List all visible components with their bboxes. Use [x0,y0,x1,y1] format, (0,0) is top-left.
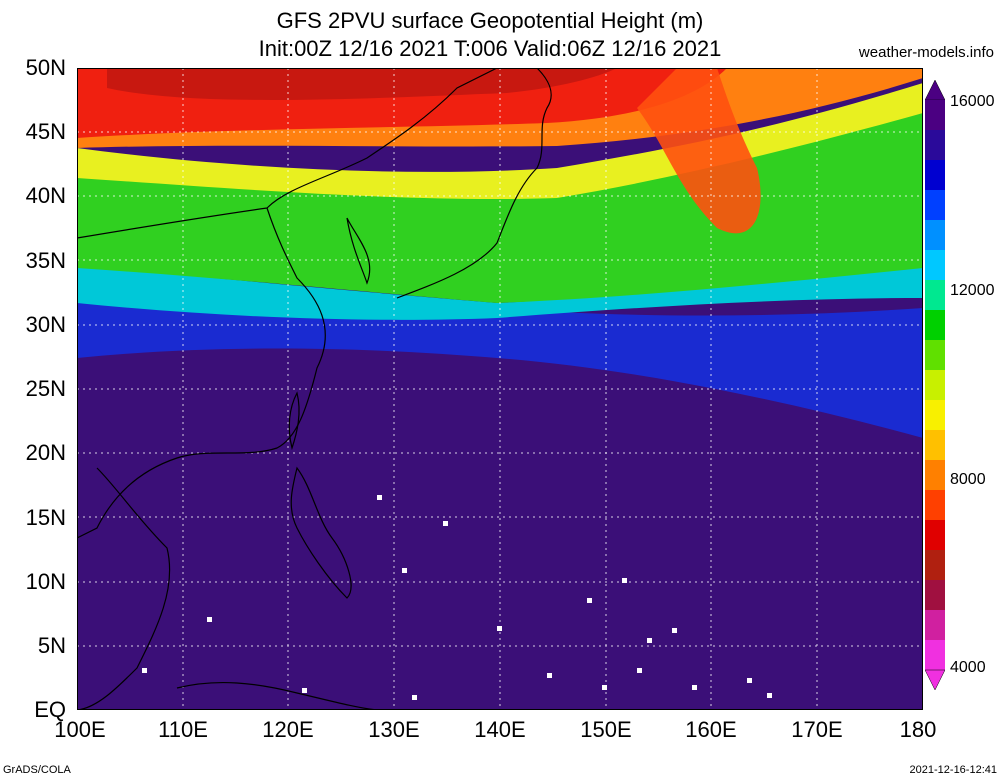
lon-label-100e: 100E [54,717,106,742]
colorbar-segment [925,520,945,551]
colorbar-label-8000: 8000 [950,471,986,488]
lon-label-150e: 150E [580,717,632,742]
lon-label-140e: 140E [474,717,526,742]
colorbar-segment [925,610,945,641]
colorbar [925,80,945,690]
lon-label-180: 180 [899,717,937,742]
lat-label-35n: 35N [25,248,66,273]
coastlines [77,68,552,710]
lat-label-eq: EQ [34,697,66,722]
lon-label-110e: 110E [158,717,208,742]
lat-label-20n: 20N [25,440,66,465]
cyan-band [77,238,923,320]
colorbar-segment [925,130,945,161]
colorbar-segment [925,640,945,671]
colorbar-label-16000: 16000 [950,93,995,110]
lat-label-45n: 45N [25,119,66,144]
yellow-band [77,83,923,199]
trough-tongue [637,68,761,234]
island-markers [142,495,772,700]
lat-label-50n: 50N [25,55,66,80]
colorbar-segment [925,280,945,311]
grid-lines [77,68,923,710]
lon-label-120e: 120E [262,717,314,742]
colorbar-label-4000: 4000 [950,659,986,676]
colorbar-segment [925,400,945,431]
footer-software: GrADS/COLA [3,764,71,776]
colorbar-segment [925,430,945,461]
lat-label-30n: 30N [25,312,66,337]
colorbar-top-arrow [925,80,945,101]
map-subtitle: Init:00Z 12/16 2021 T:006 Valid:06Z 12/1… [258,36,722,61]
lon-label-130e: 130E [368,717,420,742]
colorbar-segment [925,340,945,371]
lat-label-25n: 25N [25,376,66,401]
colorbar-segment [925,220,945,251]
lat-label-5n: 5N [37,633,66,658]
colorbar-segment [925,370,945,401]
map-title: GFS 2PVU surface Geopotential Height (m) [276,8,704,33]
colorbar-bottom-arrow [925,669,945,690]
colorbar-segment [925,100,945,131]
colorbar-segment [925,460,945,491]
lon-label-170e: 170E [791,717,843,742]
lat-label-10n: 10N [25,569,66,594]
geopotential-map [77,68,923,710]
footer-timestamp: 2021-12-16-12:41 [909,764,997,776]
lat-label-40n: 40N [25,183,66,208]
dark-red-zone [107,68,617,100]
colorbar-segment [925,250,945,281]
lon-label-160e: 160E [685,717,737,742]
colorbar-segment [925,160,945,191]
colorbar-segment [925,310,945,341]
colorbar-segment [925,190,945,221]
site-credit: weather-models.info [858,44,994,61]
map-frame [77,68,923,710]
colorbar-segment [925,580,945,611]
colorbar-segment [925,550,945,581]
lat-label-15n: 15N [25,505,66,530]
colorbar-label-12000: 12000 [950,282,995,299]
colorbar-segment [925,490,945,521]
